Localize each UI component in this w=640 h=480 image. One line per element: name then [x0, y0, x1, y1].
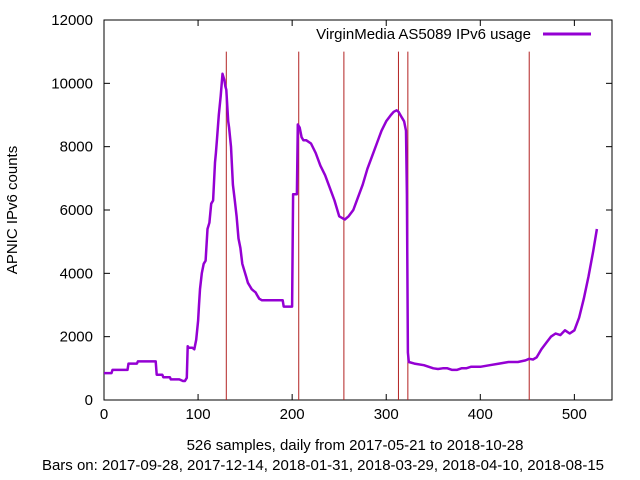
- y-tick-label: 0: [85, 392, 93, 409]
- y-axis-label: APNIC IPv6 counts: [4, 146, 21, 274]
- axis-ticks: 0 100 200 300 400 500 0 2000 4000 6000 8000 10000 12…: [51, 12, 612, 423]
- legend: VirginMedia AS5089 IPv6 usage: [316, 26, 591, 43]
- y-tick-label: 6000: [60, 202, 93, 219]
- x-tick-label: 300: [374, 406, 399, 423]
- legend-label: VirginMedia AS5089 IPv6 usage: [316, 26, 531, 43]
- x-tick-label: 500: [562, 406, 587, 423]
- x-tick-label: 100: [186, 406, 211, 423]
- y-tick-label: 4000: [60, 265, 93, 282]
- series-group: [104, 72, 599, 383]
- x-tick-label: 400: [468, 406, 493, 423]
- y-tick-label: 10000: [51, 75, 93, 92]
- y-tick-label: 12000: [51, 12, 93, 29]
- series-line: [104, 72, 599, 383]
- plot-frame: [103, 19, 613, 401]
- x-tick-label: 200: [280, 406, 305, 423]
- x-tick-label: 0: [100, 406, 108, 423]
- y-tick-label: 8000: [60, 139, 93, 156]
- bars-caption: Bars on: 2017-09-28, 2017-12-14, 2018-01…: [42, 457, 604, 474]
- x-axis-label: 526 samples, daily from 2017-05-21 to 20…: [187, 437, 524, 454]
- y-tick-label: 2000: [60, 329, 93, 346]
- event-bars: [225, 51, 530, 400]
